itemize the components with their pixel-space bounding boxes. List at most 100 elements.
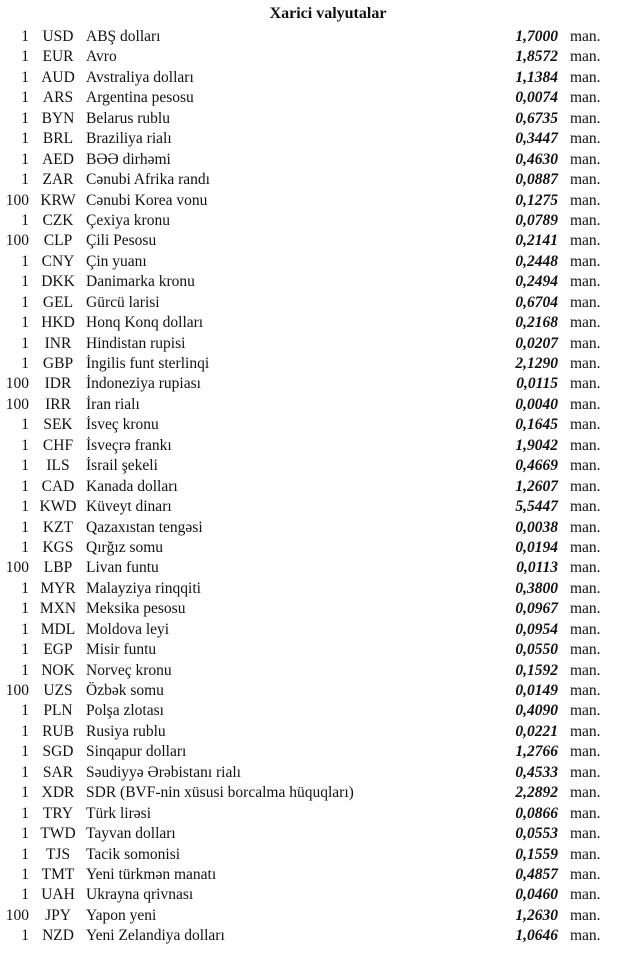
unit-label: man. xyxy=(570,743,601,761)
currency-code: CZK xyxy=(42,211,74,229)
currency-row: 1 EGP Misir funtu 0,0550 man. xyxy=(0,640,620,660)
nominal: 100 xyxy=(5,232,29,250)
currency-name: Çexiya kronu xyxy=(86,211,170,229)
unit-label: man. xyxy=(570,927,601,945)
currency-row: 1 TWD Tayvan dolları 0,0553 man. xyxy=(0,824,620,844)
unit-label: man. xyxy=(570,416,601,434)
exchange-rate: 2,2892 xyxy=(515,784,558,802)
exchange-rate: 0,0954 xyxy=(515,620,558,638)
nominal: 1 xyxy=(21,334,29,352)
nominal: 1 xyxy=(21,211,29,229)
nominal: 1 xyxy=(21,743,29,761)
unit-label: man. xyxy=(570,355,601,372)
exchange-rate: 0,0074 xyxy=(515,89,558,107)
currency-name: Rusiya rublu xyxy=(86,722,166,740)
currency-row: 1 SAR Səudiyyə Ərəbistanı rialı 0,4533 man. xyxy=(0,763,620,783)
nominal: 1 xyxy=(21,150,29,168)
exchange-rate: 0,4669 xyxy=(515,457,558,475)
currency-name: İsveç kronu xyxy=(86,416,159,434)
currency-name: BƏƏ dirhəmi xyxy=(86,150,171,168)
unit-label: man. xyxy=(570,130,601,148)
nominal: 1 xyxy=(21,355,29,372)
currency-name: Yeni Zelandiya dolları xyxy=(86,927,225,945)
currency-row: 1 EUR Avro 1,8572 man. xyxy=(0,47,620,67)
currency-name: Qazaxıstan tengəsi xyxy=(86,518,203,536)
currency-code: RUB xyxy=(42,722,74,740)
unit-label: man. xyxy=(570,579,601,597)
exchange-rate: 1,2766 xyxy=(515,743,558,761)
unit-label: man. xyxy=(570,150,601,168)
exchange-rate: 0,1559 xyxy=(515,845,558,863)
unit-label: man. xyxy=(570,886,601,904)
exchange-rate: 0,0207 xyxy=(515,334,558,352)
unit-label: man. xyxy=(570,273,601,291)
unit-label: man. xyxy=(570,211,601,229)
currency-row: 1 UAH Ukrayna qrivnası 0,0460 man. xyxy=(0,885,620,905)
currency-name: Qırğız somu xyxy=(86,538,164,556)
currency-code: BYN xyxy=(41,109,75,127)
unit-label: man. xyxy=(570,804,601,822)
currency-row: 1 AUD Avstraliya dolları 1,1384 man. xyxy=(0,68,620,88)
currency-row: 1 MDL Moldova leyi 0,0954 man. xyxy=(0,620,620,640)
currency-code: ARS xyxy=(42,89,74,107)
exchange-rate: 1,9042 xyxy=(515,436,558,454)
unit-label: man. xyxy=(570,252,601,270)
currency-code: HKD xyxy=(41,314,75,332)
nominal: 1 xyxy=(21,293,29,311)
currency-name: Sinqapur dolları xyxy=(86,743,187,761)
unit-label: man. xyxy=(570,845,601,863)
currency-code: SAR xyxy=(42,763,74,781)
currency-row: 100 UZS Özbək somu 0,0149 man. xyxy=(0,681,620,701)
nominal: 100 xyxy=(5,375,29,393)
nominal: 1 xyxy=(21,109,29,127)
currency-code: GEL xyxy=(42,293,74,311)
currency-code: MDL xyxy=(40,620,76,638)
exchange-rate: 0,0040 xyxy=(515,395,558,413)
exchange-rate: 0,0460 xyxy=(515,886,558,904)
exchange-rate: 0,2448 xyxy=(515,252,558,270)
unit-label: man. xyxy=(570,232,601,250)
currency-name: Malayziya rinqqiti xyxy=(86,579,201,597)
unit-label: man. xyxy=(570,763,601,781)
unit-label: man. xyxy=(570,109,601,127)
unit-label: man. xyxy=(570,375,601,393)
currency-code: DKK xyxy=(41,273,75,291)
currency-row: 1 KWD Küveyt dinarı 5,5447 man. xyxy=(0,497,620,517)
nominal: 1 xyxy=(21,457,29,475)
exchange-rate: 1,8572 xyxy=(515,48,558,66)
currency-row: 100 LBP Livan funtu 0,0113 man. xyxy=(0,558,620,578)
exchange-rate: 5,5447 xyxy=(515,498,558,516)
currency-code: TMT xyxy=(41,865,75,883)
currency-row: 1 SEK İsveç kronu 0,1645 man. xyxy=(0,415,620,435)
currency-row: 1 GEL Gürcü larisi 0,6704 man. xyxy=(0,293,620,313)
exchange-rate: 0,2141 xyxy=(515,232,558,250)
currency-name: Norveç kronu xyxy=(86,661,172,679)
nominal: 100 xyxy=(5,395,29,413)
exchange-rate: 0,6704 xyxy=(515,293,558,311)
nominal: 1 xyxy=(21,252,29,270)
nominal: 1 xyxy=(21,620,29,638)
currency-name: İndoneziya rupiası xyxy=(86,375,201,393)
currency-list: 1 USD ABŞ dolları 1,7000 man. 1 EUR Avro 1,8572 m… xyxy=(0,27,620,947)
exchange-rate: 0,0221 xyxy=(515,722,558,740)
exchange-rate: 0,0553 xyxy=(515,825,558,843)
currency-code: KWD xyxy=(39,498,77,516)
currency-row: 100 CLP Çili Pesosu 0,2141 man. xyxy=(0,231,620,251)
unit-label: man. xyxy=(570,477,601,495)
currency-row: 1 MXN Meksika pesosu 0,0967 man. xyxy=(0,599,620,619)
unit-label: man. xyxy=(570,28,601,45)
exchange-rate: 0,4630 xyxy=(515,150,558,168)
nominal: 1 xyxy=(21,600,29,618)
currency-name: Gürcü larisi xyxy=(86,293,160,311)
currency-name: Misir funtu xyxy=(86,641,157,659)
unit-label: man. xyxy=(570,48,601,66)
currency-name: Yapon yeni xyxy=(86,906,157,924)
unit-label: man. xyxy=(570,538,601,556)
exchange-rate: 1,1384 xyxy=(515,68,558,86)
currency-row: 1 ZAR Cənubi Afrika randı 0,0887 man. xyxy=(0,170,620,190)
currency-name: Türk lirəsi xyxy=(86,804,151,822)
currency-name: Cənubi Korea vonu xyxy=(86,191,208,209)
unit-label: man. xyxy=(570,865,601,883)
exchange-rate: 0,1645 xyxy=(515,416,558,434)
currency-code: AED xyxy=(42,150,74,168)
